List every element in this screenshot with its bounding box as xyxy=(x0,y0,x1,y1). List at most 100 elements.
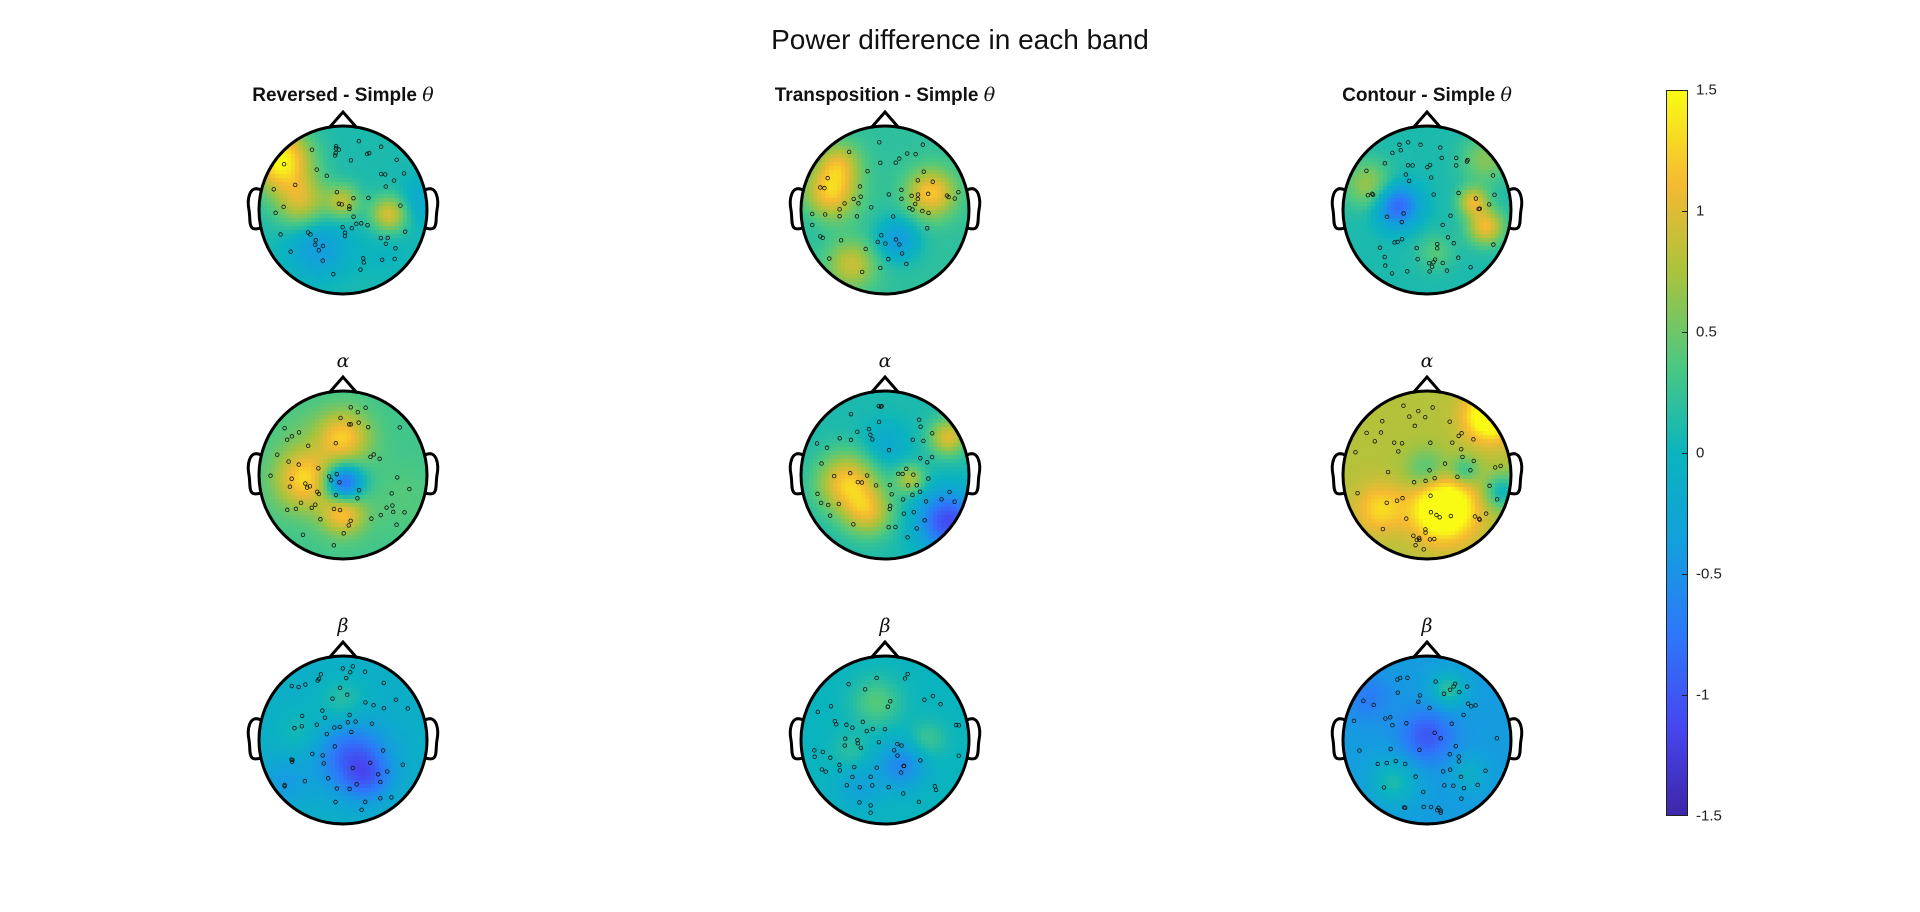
heat-cell xyxy=(1419,262,1424,267)
heat-cell xyxy=(865,266,870,271)
heat-cell xyxy=(1431,222,1436,227)
heat-cell xyxy=(1371,150,1376,155)
heat-cell xyxy=(1483,150,1488,155)
heat-cell xyxy=(853,246,858,251)
heat-cell xyxy=(283,218,288,223)
heat-cell xyxy=(833,266,838,271)
heat-cell xyxy=(271,230,276,235)
heat-cell xyxy=(1463,234,1468,239)
heat-cell xyxy=(1463,162,1468,167)
heat-cell xyxy=(339,230,344,235)
heat-cell xyxy=(1439,162,1444,167)
heat-cell xyxy=(909,166,914,171)
heat-cell xyxy=(1403,282,1408,287)
heat-cell xyxy=(1431,286,1436,291)
heat-cell xyxy=(283,427,288,432)
heat-cell xyxy=(809,242,814,247)
heat-cell xyxy=(1407,286,1412,291)
heat-cell xyxy=(805,226,810,231)
electrode-dot xyxy=(320,258,326,263)
heat-cell xyxy=(1407,170,1412,175)
heat-cell xyxy=(391,242,396,247)
heat-cell xyxy=(1347,218,1352,223)
heat-cell xyxy=(1479,178,1484,183)
heat-cell xyxy=(299,250,304,255)
heat-cell xyxy=(1363,214,1368,219)
heat-cell xyxy=(877,238,882,243)
heat-cell xyxy=(267,174,272,179)
heat-cell xyxy=(825,218,830,223)
heat-cell xyxy=(1407,238,1412,243)
heat-cell xyxy=(901,218,906,223)
heat-cell xyxy=(1487,214,1492,219)
heat-cell xyxy=(343,178,348,183)
heat-cell xyxy=(1499,198,1504,203)
heat-cell xyxy=(1491,182,1496,187)
heat-cell xyxy=(805,222,810,227)
heat-cell xyxy=(1423,250,1428,255)
heat-cell xyxy=(303,403,308,408)
electrode-dot xyxy=(383,184,389,189)
heat-cell xyxy=(833,262,838,267)
heat-cell xyxy=(845,246,850,251)
heat-cell xyxy=(845,166,850,171)
heat-cell xyxy=(909,158,914,163)
heat-cell xyxy=(897,210,902,215)
heat-cell xyxy=(921,258,926,263)
heat-cell xyxy=(857,174,862,179)
heat-cell xyxy=(295,238,300,243)
heat-cell xyxy=(335,403,340,408)
heat-cell xyxy=(375,170,380,175)
heat-cell xyxy=(351,206,356,211)
heat-cell xyxy=(901,246,906,251)
heat-cell xyxy=(893,278,898,283)
heat-cell xyxy=(303,154,308,159)
heat-cell xyxy=(833,230,838,235)
heat-cell xyxy=(399,250,404,255)
heat-cell xyxy=(1367,230,1372,235)
heat-cell xyxy=(299,146,304,151)
heat-cell xyxy=(307,262,312,267)
heat-cell xyxy=(383,162,388,167)
heat-cell xyxy=(335,154,340,159)
heat-cell xyxy=(877,230,882,235)
heat-cell xyxy=(897,270,902,275)
heat-cell xyxy=(833,250,838,255)
electrode-dot xyxy=(1399,219,1405,225)
heat-cell xyxy=(367,395,372,400)
heat-cell xyxy=(335,419,340,424)
heat-cell xyxy=(299,407,304,412)
heat-cell xyxy=(857,234,862,239)
heat-cell xyxy=(861,154,866,159)
heat-cell xyxy=(829,222,834,227)
heat-cell xyxy=(1423,254,1428,259)
heat-cell xyxy=(1435,210,1440,215)
heat-cell xyxy=(877,222,882,227)
heat-cell xyxy=(913,214,918,219)
heat-cell xyxy=(363,130,368,135)
heat-cell xyxy=(889,206,894,211)
heat-cell xyxy=(327,266,332,271)
heat-cell xyxy=(813,226,818,231)
heat-cell xyxy=(387,206,392,211)
heat-cell xyxy=(351,134,356,139)
heat-cell xyxy=(275,174,280,179)
heat-cell xyxy=(1439,242,1444,247)
heat-cell xyxy=(1471,146,1476,151)
heat-cell xyxy=(861,286,866,291)
heat-cell xyxy=(1415,210,1420,215)
heat-cell xyxy=(1491,250,1496,255)
heat-cell xyxy=(359,206,364,211)
electrode-dot xyxy=(1432,257,1438,262)
heat-cell xyxy=(921,162,926,167)
heat-cell xyxy=(315,154,320,159)
heat-cell xyxy=(1355,218,1360,223)
heat-cell xyxy=(925,138,930,143)
heat-cell xyxy=(1455,206,1460,211)
nose-marker xyxy=(1411,109,1443,129)
heat-cell xyxy=(395,182,400,187)
heat-cell xyxy=(1371,186,1376,191)
heat-cell xyxy=(1395,266,1400,271)
heat-cell xyxy=(881,138,886,143)
heat-cell xyxy=(355,242,360,247)
